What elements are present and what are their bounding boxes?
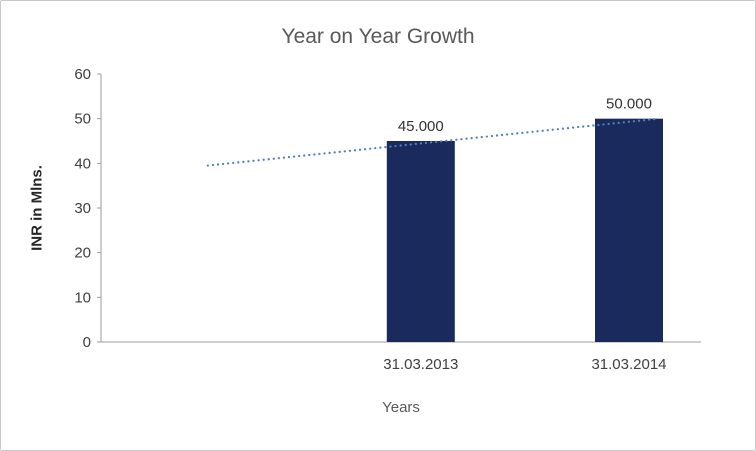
y-tick-label: 10 <box>74 289 91 306</box>
trendline <box>206 117 661 167</box>
chart-title: Year on Year Growth <box>281 25 475 48</box>
y-axis-title: INR in Mlns. <box>28 165 46 251</box>
y-tick-label: 30 <box>74 200 91 217</box>
x-tick-label: 31.03.2013 <box>383 356 458 373</box>
bar-data-label: 45.000 <box>398 118 444 135</box>
bar[interactable] <box>386 141 455 342</box>
bar[interactable] <box>595 118 663 342</box>
bar-data-label: 50.000 <box>606 96 652 113</box>
x-axis-title: Years <box>382 399 420 416</box>
x-tick-label: 31.03.2014 <box>591 356 666 373</box>
plot-svg: 0 10 20 30 40 50 60 45.000 31.03.2013 50.000 31.03… <box>74 66 701 373</box>
y-tick-label: 50 <box>74 111 91 128</box>
y-tick-label: 0 <box>83 334 91 351</box>
y-tick-label: 40 <box>74 155 91 172</box>
plot-area: 0 10 20 30 40 50 60 45.000 31.03.2013 50.000 31.03… <box>74 66 701 373</box>
y-tick-label: 20 <box>74 245 91 262</box>
y-tick-label: 60 <box>74 66 91 83</box>
